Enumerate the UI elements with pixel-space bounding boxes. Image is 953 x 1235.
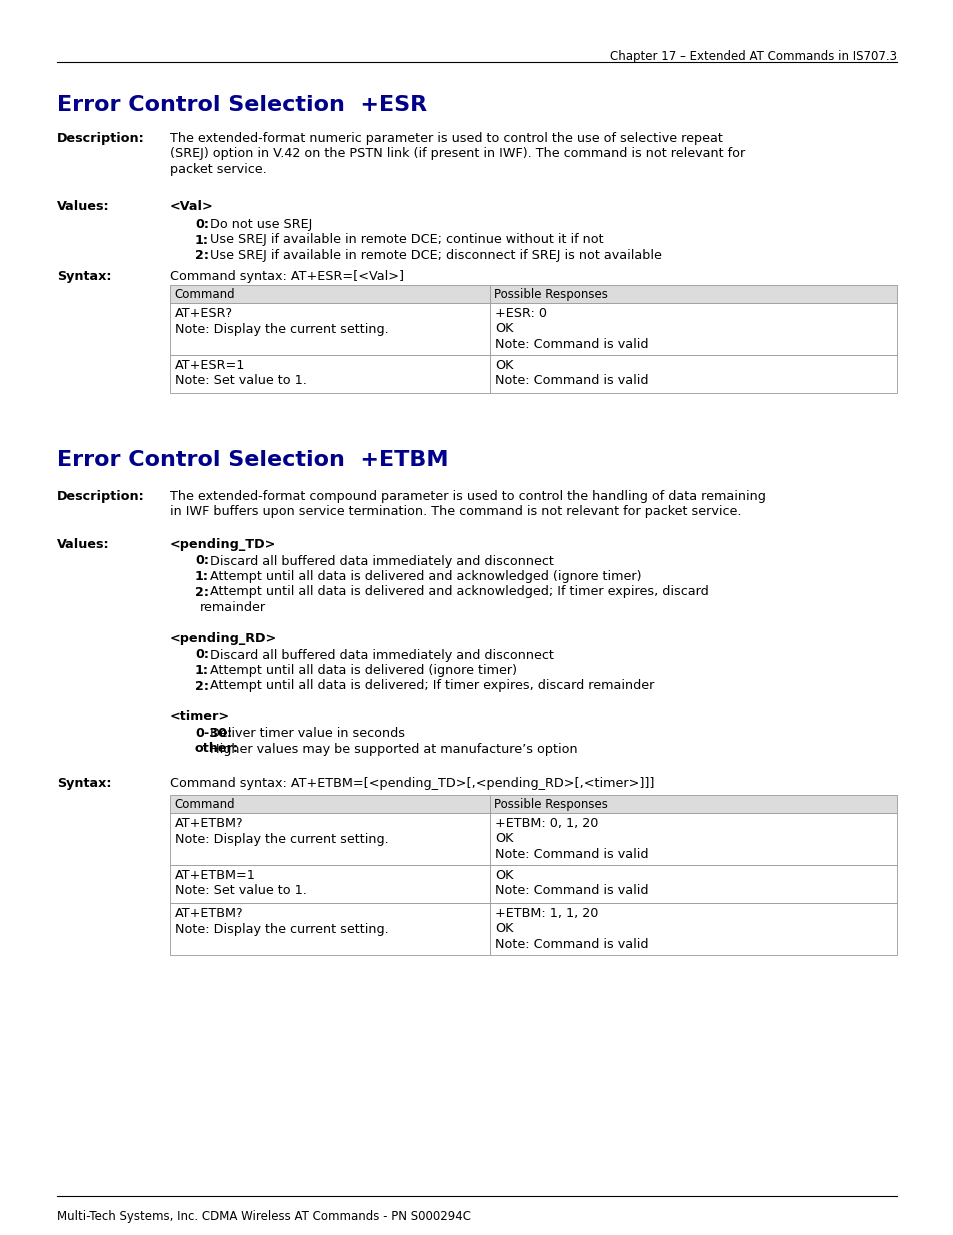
Bar: [490, 903, 896, 955]
Text: Note: Command is valid: Note: Command is valid: [495, 848, 648, 861]
Text: Discard all buffered data immediately and disconnect: Discard all buffered data immediately an…: [210, 648, 554, 662]
Text: OK: OK: [495, 322, 513, 336]
Text: Description:: Description:: [57, 132, 145, 144]
Text: Possible Responses: Possible Responses: [494, 798, 607, 811]
Text: Use SREJ if available in remote DCE; disconnect if SREJ is not available: Use SREJ if available in remote DCE; dis…: [210, 249, 661, 262]
Text: Note: Display the current setting.: Note: Display the current setting.: [174, 832, 388, 846]
Text: +ESR: 0: +ESR: 0: [495, 308, 546, 320]
Bar: [490, 864, 896, 903]
Text: AT+ESR?: AT+ESR?: [174, 308, 233, 320]
Bar: [490, 795, 896, 813]
Text: Attempt until all data is delivered (ignore timer): Attempt until all data is delivered (ign…: [210, 664, 517, 677]
Text: Description:: Description:: [57, 490, 145, 503]
Text: Values:: Values:: [57, 200, 110, 212]
Text: Values:: Values:: [57, 538, 110, 551]
Text: 2:: 2:: [194, 679, 209, 693]
Text: Attempt until all data is delivered; If timer expires, discard remainder: Attempt until all data is delivered; If …: [210, 679, 654, 693]
Bar: [170, 285, 490, 303]
Bar: [170, 354, 490, 393]
Text: AT+ETBM?: AT+ETBM?: [174, 906, 243, 920]
Text: 0-30:: 0-30:: [194, 727, 232, 740]
Text: <pending_RD>: <pending_RD>: [170, 632, 277, 645]
Text: The extended-format numeric parameter is used to control the use of selective re: The extended-format numeric parameter is…: [170, 132, 722, 144]
Text: Command: Command: [173, 798, 234, 811]
Bar: [490, 285, 896, 303]
Text: Note: Display the current setting.: Note: Display the current setting.: [174, 923, 388, 935]
Text: 2:: 2:: [194, 585, 209, 599]
Text: Do not use SREJ: Do not use SREJ: [210, 219, 312, 231]
Text: 0:: 0:: [194, 219, 209, 231]
Bar: [490, 354, 896, 393]
Text: Higher values may be supported at manufacture’s option: Higher values may be supported at manufa…: [210, 742, 577, 756]
Text: Deliver timer value in seconds: Deliver timer value in seconds: [210, 727, 405, 740]
Text: Note: Command is valid: Note: Command is valid: [495, 939, 648, 951]
Text: 1:: 1:: [194, 233, 209, 247]
Text: Note: Set value to 1.: Note: Set value to 1.: [174, 374, 307, 388]
Text: OK: OK: [495, 869, 513, 882]
Text: packet service.: packet service.: [170, 163, 267, 177]
Text: Multi-Tech Systems, Inc. CDMA Wireless AT Commands - PN S000294C: Multi-Tech Systems, Inc. CDMA Wireless A…: [57, 1210, 471, 1223]
Text: 2:: 2:: [194, 249, 209, 262]
Text: Note: Command is valid: Note: Command is valid: [495, 884, 648, 898]
Text: 0:: 0:: [194, 648, 209, 662]
Text: AT+ETBM?: AT+ETBM?: [174, 818, 243, 830]
Text: <Val>: <Val>: [170, 200, 213, 212]
Text: Syntax:: Syntax:: [57, 270, 112, 283]
Bar: [170, 813, 490, 864]
Text: Use SREJ if available in remote DCE; continue without it if not: Use SREJ if available in remote DCE; con…: [210, 233, 603, 247]
Text: AT+ETBM=1: AT+ETBM=1: [174, 869, 255, 882]
Text: (SREJ) option in V.42 on the PSTN link (if present in IWF). The command is not r: (SREJ) option in V.42 on the PSTN link (…: [170, 147, 744, 161]
Text: 1:: 1:: [194, 664, 209, 677]
Text: Syntax:: Syntax:: [57, 778, 112, 790]
Bar: [170, 864, 490, 903]
Text: 1:: 1:: [194, 571, 209, 583]
Bar: [490, 813, 896, 864]
Text: 0:: 0:: [194, 555, 209, 568]
Text: Discard all buffered data immediately and disconnect: Discard all buffered data immediately an…: [210, 555, 554, 568]
Bar: [170, 903, 490, 955]
Text: AT+ESR=1: AT+ESR=1: [174, 359, 245, 372]
Text: in IWF buffers upon service termination. The command is not relevant for packet : in IWF buffers upon service termination.…: [170, 505, 740, 519]
Text: Note: Command is valid: Note: Command is valid: [495, 374, 648, 388]
Text: Possible Responses: Possible Responses: [494, 288, 607, 301]
Text: Note: Command is valid: Note: Command is valid: [495, 338, 648, 351]
Text: other:: other:: [194, 742, 239, 756]
Text: Chapter 17 – Extended AT Commands in IS707.3: Chapter 17 – Extended AT Commands in IS7…: [609, 49, 896, 63]
Text: Command syntax: AT+ESR=[<Val>]: Command syntax: AT+ESR=[<Val>]: [170, 270, 403, 283]
Text: +ETBM: 1, 1, 20: +ETBM: 1, 1, 20: [495, 906, 598, 920]
Text: OK: OK: [495, 923, 513, 935]
Text: Command: Command: [173, 288, 234, 301]
Text: Note: Set value to 1.: Note: Set value to 1.: [174, 884, 307, 898]
Text: Command syntax: AT+ETBM=[<pending_TD>[,<pending_RD>[,<timer>]]]: Command syntax: AT+ETBM=[<pending_TD>[,<…: [170, 778, 654, 790]
Text: <timer>: <timer>: [170, 710, 230, 724]
Text: Attempt until all data is delivered and acknowledged; If timer expires, discard: Attempt until all data is delivered and …: [210, 585, 708, 599]
Text: OK: OK: [495, 359, 513, 372]
Text: Note: Display the current setting.: Note: Display the current setting.: [174, 322, 388, 336]
Bar: [490, 303, 896, 354]
Text: remainder: remainder: [200, 601, 266, 614]
Bar: [170, 795, 490, 813]
Text: Error Control Selection  +ESR: Error Control Selection +ESR: [57, 95, 427, 115]
Text: Error Control Selection  +ETBM: Error Control Selection +ETBM: [57, 450, 448, 471]
Text: Attempt until all data is delivered and acknowledged (ignore timer): Attempt until all data is delivered and …: [210, 571, 640, 583]
Text: The extended-format compound parameter is used to control the handling of data r: The extended-format compound parameter i…: [170, 490, 765, 503]
Text: OK: OK: [495, 832, 513, 846]
Bar: [170, 303, 490, 354]
Text: <pending_TD>: <pending_TD>: [170, 538, 276, 551]
Text: +ETBM: 0, 1, 20: +ETBM: 0, 1, 20: [495, 818, 598, 830]
